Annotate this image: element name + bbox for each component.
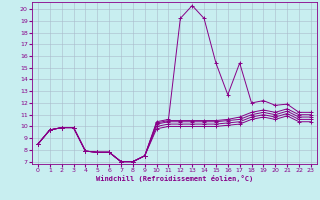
X-axis label: Windchill (Refroidissement éolien,°C): Windchill (Refroidissement éolien,°C) — [96, 175, 253, 182]
